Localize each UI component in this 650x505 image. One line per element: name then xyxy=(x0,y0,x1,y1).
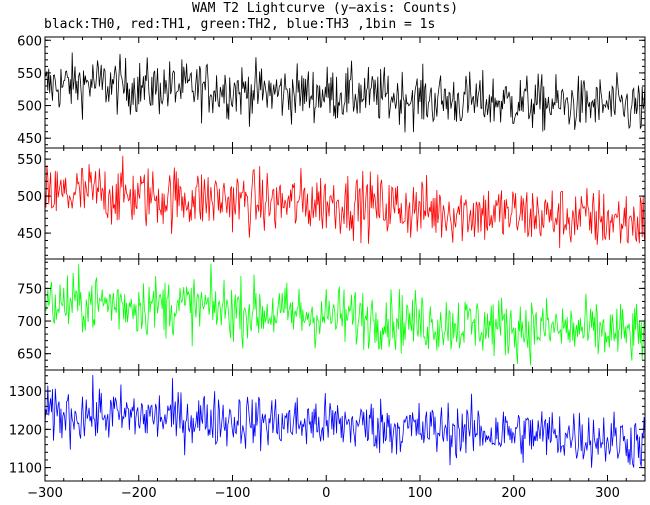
x-tick-label-6: 300 xyxy=(595,486,620,501)
series-line-2 xyxy=(45,263,645,366)
x-tick-label-5: 200 xyxy=(501,486,526,501)
x-tick-label-2: −100 xyxy=(215,486,251,501)
y-tick-label-2-2: 750 xyxy=(17,282,42,297)
chart-title: WAM T2 Lightcurve (y−axis: Counts) xyxy=(191,1,459,16)
series-line-1 xyxy=(45,155,645,248)
x-tick-label-3: 0 xyxy=(322,486,330,501)
y-tick-label-2-0: 650 xyxy=(17,348,42,363)
series-line-0 xyxy=(45,52,645,133)
y-tick-label-0-0: 450 xyxy=(17,132,42,147)
y-tick-label-1-1: 500 xyxy=(17,190,42,205)
y-tick-label-3-1: 1200 xyxy=(9,423,42,438)
x-tick-label-1: −200 xyxy=(121,486,157,501)
y-tick-label-3-0: 1100 xyxy=(9,462,42,477)
y-tick-label-2-1: 700 xyxy=(17,315,42,330)
x-tick-label-4: 100 xyxy=(408,486,433,501)
x-tick-label-0: −300 xyxy=(27,486,63,501)
y-tick-label-0-1: 500 xyxy=(17,100,42,115)
series-line-3 xyxy=(45,375,645,468)
y-tick-label-1-0: 450 xyxy=(17,227,42,242)
chart-subtitle: black:TH0, red:TH1, green:TH2, blue:TH3 … xyxy=(44,17,436,32)
y-tick-label-0-2: 550 xyxy=(17,67,42,82)
y-tick-label-3-2: 1300 xyxy=(9,385,42,400)
y-tick-label-1-2: 550 xyxy=(17,153,42,168)
y-tick-label-0-3: 600 xyxy=(17,34,42,49)
